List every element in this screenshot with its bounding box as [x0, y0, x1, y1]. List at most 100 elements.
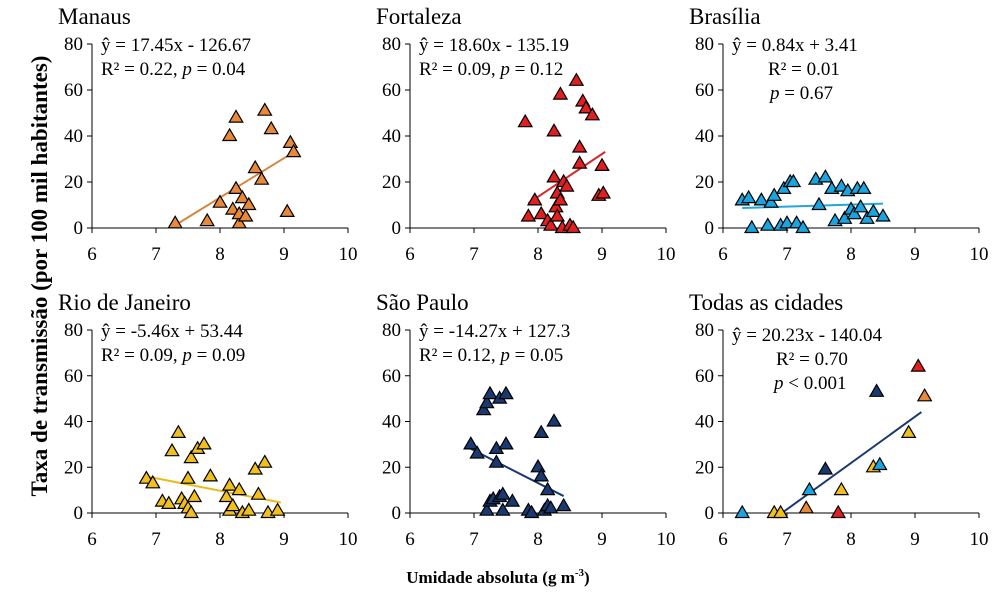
x-tick-label: 6: [718, 529, 728, 550]
annotation-p-value: = 0.67: [780, 83, 833, 104]
chart-panel-5: 0 20 40 60 80 6 7 8 9 10 São Paulo ŷ = -14.27x + 12…: [376, 290, 676, 550]
y-tick-label: 60: [695, 366, 714, 387]
data-point-marker: [212, 194, 228, 208]
x-tick-label: 9: [910, 529, 920, 550]
y-tick-label: 40: [64, 126, 83, 147]
data-point-marker: [871, 456, 888, 471]
data-point-marker: [199, 212, 215, 227]
data-point-marker: [868, 383, 885, 397]
regression-annotation-line: ŷ = 18.60x - 135.19: [419, 35, 569, 56]
annotation-p-value: = 0.04: [192, 59, 246, 80]
annotation-p-symbol: p: [498, 59, 510, 80]
annotation-p-symbol: p: [498, 345, 510, 366]
y-tick-label: 20: [695, 172, 714, 193]
data-point-marker: [475, 401, 492, 416]
y-tick-label: 80: [382, 34, 401, 55]
y-tick-label: 40: [695, 412, 714, 433]
data-point-marker: [164, 442, 180, 457]
chart-title: Todas as cidades: [689, 290, 843, 315]
y-tick-label: 80: [64, 320, 83, 341]
annotation-p-symbol: p: [180, 59, 192, 80]
data-point-marker: [865, 203, 882, 217]
data-point-marker: [498, 385, 514, 400]
chart-title: São Paulo: [376, 290, 469, 315]
data-point-marker: [565, 219, 582, 234]
y-axis-label: Taxa de transmissão (por 100 mil habitan…: [27, 56, 52, 497]
annotation-p-value: < 0.001: [784, 373, 847, 394]
data-point-marker: [479, 502, 495, 516]
y-tick-label: 40: [64, 412, 83, 433]
data-point-marker: [546, 169, 562, 183]
data-point-marker: [542, 500, 559, 514]
data-point-marker: [900, 424, 917, 438]
y-tick-label: 60: [64, 80, 83, 101]
chart-panel-6: 0 20 40 60 80 6 7 8 9 10 Todas as cidades ŷ = 20.23…: [689, 290, 989, 550]
data-point-marker: [167, 215, 183, 229]
data-point-marker: [186, 488, 203, 503]
data-point-marker: [269, 502, 286, 516]
data-point-marker: [817, 461, 834, 475]
data-point-marker: [533, 468, 550, 482]
y-tick-label: 80: [382, 320, 401, 341]
chart-panel-2: 0 20 40 60 80 6 7 8 9 10 Fortaleza ŷ = 18.60x - 135…: [376, 4, 676, 265]
y-tick-label: 20: [695, 457, 714, 478]
data-point-marker: [523, 504, 540, 519]
x-axis-label-superscript: -3: [575, 567, 585, 579]
data-point-marker: [875, 208, 891, 222]
y-tick-label: 20: [382, 172, 401, 193]
regression-annotation-line: ŷ = -14.27x + 127.3: [419, 321, 570, 342]
data-point-marker: [753, 192, 770, 206]
data-point-marker: [910, 358, 927, 372]
data-point-marker: [250, 486, 267, 500]
chart-title: Brasília: [689, 4, 761, 29]
data-point-marker: [183, 504, 199, 519]
annotation-text: R² = 0.70: [776, 349, 848, 370]
y-tick-label: 60: [382, 366, 401, 387]
data-point-marker: [218, 488, 235, 503]
data-point-marker: [916, 388, 933, 402]
y-tick-label: 60: [64, 366, 83, 387]
y-tick-label: 60: [695, 80, 714, 101]
x-tick-label: 6: [405, 244, 415, 265]
data-point-marker: [285, 143, 302, 158]
data-point-marker: [763, 194, 779, 208]
annotation-text: ŷ = 20.23x - 140.04: [732, 325, 883, 346]
x-tick-label: 8: [533, 244, 543, 265]
data-point-marker: [202, 468, 219, 482]
data-point-marker: [180, 470, 196, 484]
data-point-marker: [224, 201, 241, 215]
data-point-marker: [546, 123, 562, 137]
data-point-marker: [247, 461, 264, 475]
annotation-text: R² = 0.12,: [419, 345, 500, 366]
data-point-marker: [196, 436, 212, 450]
y-tick-label: 0: [392, 503, 402, 524]
data-point-marker: [145, 474, 161, 489]
annotation-text: ŷ = 0.84x + 3.41: [732, 35, 858, 56]
data-point-marker: [546, 413, 562, 427]
x-tick-label: 9: [597, 529, 607, 550]
x-tick-label: 8: [215, 529, 225, 550]
x-tick-label: 10: [657, 244, 676, 265]
data-point-marker: [498, 436, 514, 450]
data-point-marker: [766, 187, 783, 201]
chart-title: Manaus: [58, 4, 131, 29]
data-point-marker: [552, 86, 569, 100]
data-point-marker: [231, 215, 248, 229]
annotation-text: R² = 0.01: [768, 59, 840, 80]
y-tick-label: 0: [392, 218, 402, 239]
y-tick-label: 0: [74, 503, 84, 524]
data-point-marker: [240, 196, 257, 211]
y-tick-label: 0: [74, 218, 84, 239]
x-tick-label: 6: [87, 244, 97, 265]
regression-annotation-line: p < 0.001: [772, 373, 846, 394]
annotation-p-symbol: p: [180, 345, 192, 366]
x-tick-label: 10: [339, 244, 358, 265]
x-tick-label: 10: [657, 529, 676, 550]
data-point-marker: [282, 134, 299, 148]
x-axis-label-end: ): [584, 568, 590, 587]
data-point-marker: [779, 215, 795, 229]
data-point-marker: [852, 199, 869, 213]
data-point-marker: [846, 205, 863, 220]
annotation-text: ŷ = 17.45x - 126.67: [101, 35, 251, 56]
